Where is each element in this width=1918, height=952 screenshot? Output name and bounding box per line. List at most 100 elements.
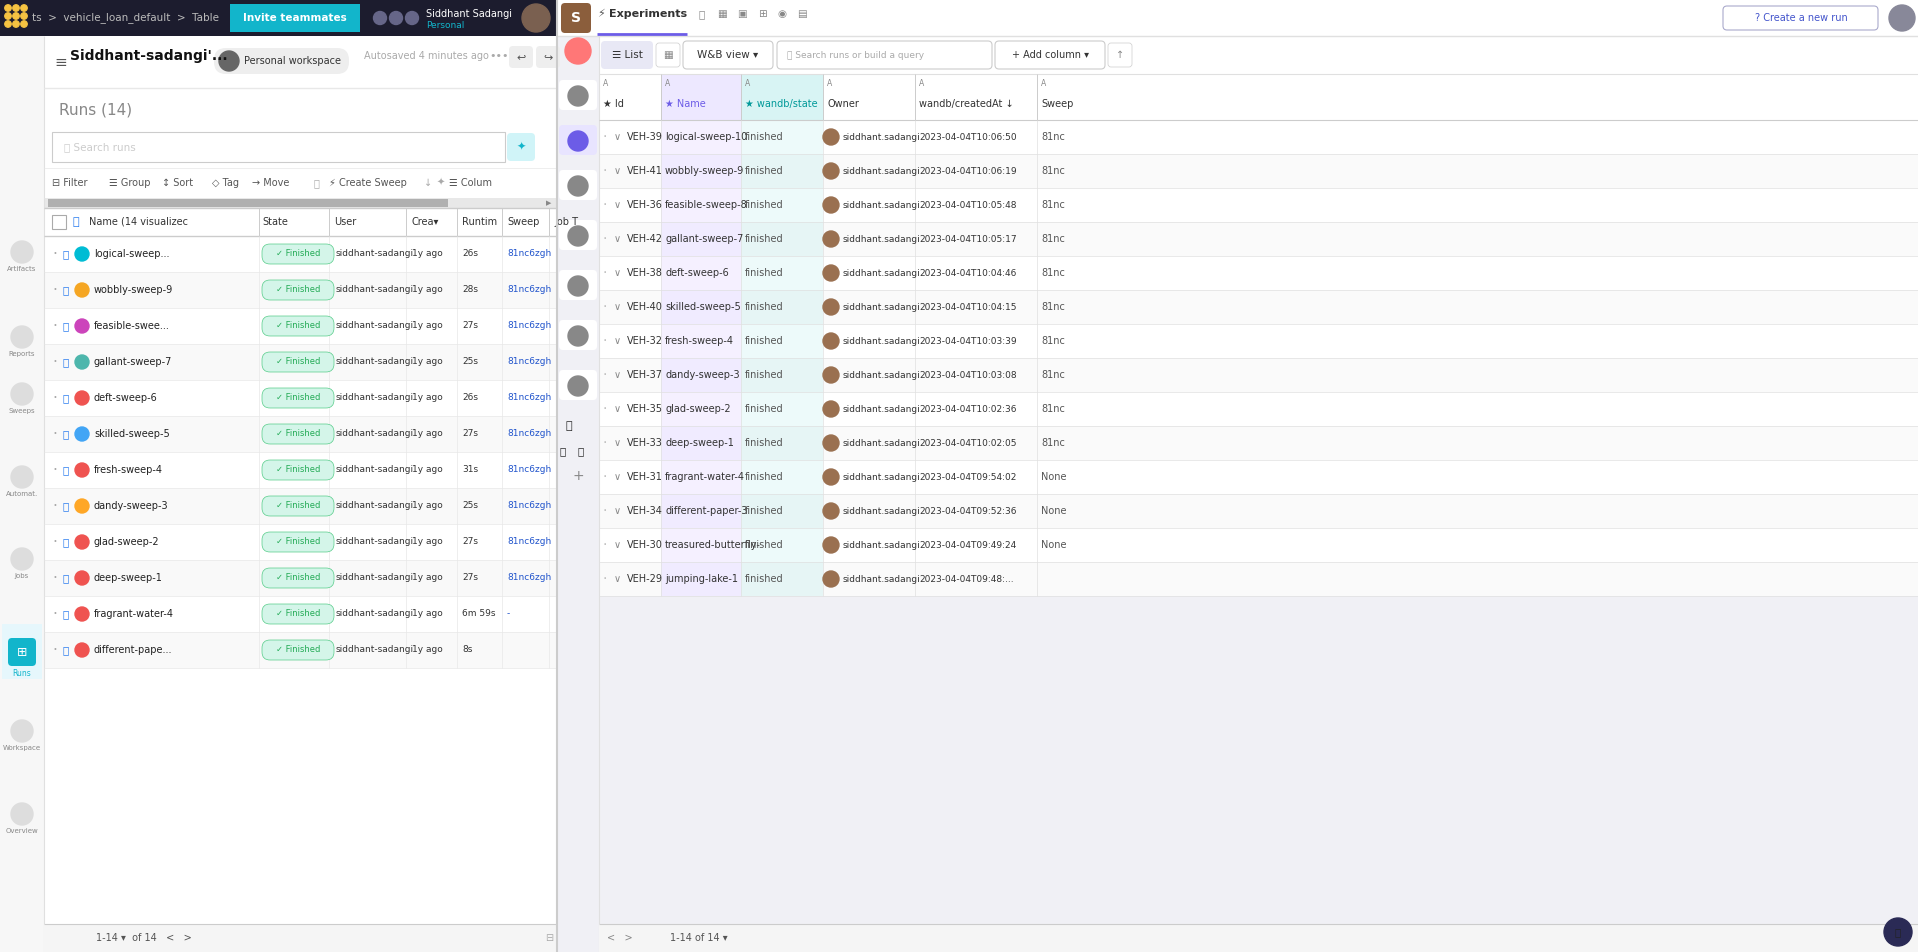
Text: siddhant-sadangi: siddhant-sadangi	[336, 573, 414, 583]
FancyBboxPatch shape	[263, 604, 334, 624]
Text: 👁: 👁	[63, 285, 69, 295]
Text: 🔍 Search runs or build a query: 🔍 Search runs or build a query	[786, 50, 924, 59]
Bar	[44, 452, 556, 488]
Text: ·: ·	[602, 572, 608, 586]
Text: siddhant.sadangi: siddhant.sadangi	[844, 574, 921, 584]
Text: siddhant.sadangi: siddhant.sadangi	[844, 439, 921, 447]
Text: ·: ·	[52, 390, 58, 406]
FancyBboxPatch shape	[777, 41, 992, 69]
Text: ▣: ▣	[737, 9, 746, 19]
Text: Personal: Personal	[426, 21, 464, 30]
Text: 1y ago: 1y ago	[412, 393, 443, 403]
Text: 2023-04-04T10:06:50: 2023-04-04T10:06:50	[919, 132, 1017, 142]
Text: ✓ Finished: ✓ Finished	[276, 358, 320, 367]
Bar	[44, 344, 556, 380]
Text: ▤: ▤	[798, 9, 807, 19]
Text: 🔍 Search runs: 🔍 Search runs	[63, 142, 136, 152]
FancyBboxPatch shape	[1722, 6, 1878, 30]
Text: ·: ·	[52, 354, 58, 369]
Text: ★ Name: ★ Name	[666, 99, 706, 109]
Text: 31s: 31s	[462, 466, 478, 474]
Bar	[0, 0, 556, 952]
Text: VEH-37: VEH-37	[627, 370, 664, 380]
Text: siddhant.sadangi: siddhant.sadangi	[844, 370, 921, 380]
Bar	[740, 562, 823, 596]
Bar	[740, 528, 823, 562]
Bar	[44, 272, 556, 308]
Text: 26s: 26s	[462, 393, 478, 403]
Bar	[556, 0, 1918, 36]
Circle shape	[823, 537, 838, 553]
Text: 👁: 👁	[63, 429, 69, 439]
Text: finished: finished	[744, 336, 784, 346]
Bar	[662, 358, 740, 392]
Text: 6m 59s: 6m 59s	[462, 609, 495, 619]
Text: None: None	[1041, 540, 1066, 550]
Text: Runs (14): Runs (14)	[59, 103, 132, 117]
FancyBboxPatch shape	[508, 46, 533, 68]
Text: skilled-sweep-5: skilled-sweep-5	[94, 429, 171, 439]
Bar	[2, 624, 42, 679]
Text: 25s: 25s	[462, 502, 478, 510]
Text: 81nc6zgh: 81nc6zgh	[506, 466, 550, 474]
Bar	[44, 208, 556, 236]
Circle shape	[568, 86, 589, 106]
Text: ·: ·	[52, 499, 58, 513]
Text: ▦: ▦	[717, 9, 727, 19]
Text: Jobs: Jobs	[15, 573, 29, 579]
FancyBboxPatch shape	[558, 320, 596, 350]
Bar	[598, 154, 1918, 188]
Text: gallant-sweep-7: gallant-sweep-7	[94, 357, 173, 367]
Text: VEH-39: VEH-39	[627, 132, 664, 142]
Text: Autosaved 4 minutes ago: Autosaved 4 minutes ago	[364, 51, 489, 61]
Bar	[740, 154, 823, 188]
Circle shape	[12, 548, 33, 570]
Circle shape	[823, 197, 838, 213]
Text: ∨: ∨	[614, 132, 621, 142]
Circle shape	[823, 299, 838, 315]
Text: siddhant.sadangi: siddhant.sadangi	[844, 167, 921, 175]
FancyBboxPatch shape	[558, 270, 596, 300]
Circle shape	[75, 319, 88, 333]
Text: siddhant.sadangi: siddhant.sadangi	[844, 405, 921, 413]
Circle shape	[21, 5, 27, 11]
Text: Automat.: Automat.	[6, 491, 38, 497]
Text: ⊞: ⊞	[758, 9, 767, 19]
Text: 👁: 👁	[73, 217, 79, 227]
Text: siddhant-sadangi: siddhant-sadangi	[336, 322, 414, 330]
Text: siddhant.sadangi: siddhant.sadangi	[844, 303, 921, 311]
Text: 27s: 27s	[462, 538, 478, 546]
Text: Workspace: Workspace	[4, 745, 40, 751]
Text: 8s: 8s	[462, 645, 472, 655]
Text: ↩: ↩	[516, 52, 526, 62]
Text: siddhant.sadangi: siddhant.sadangi	[844, 132, 921, 142]
Text: A: A	[744, 80, 750, 89]
Text: 81nc: 81nc	[1041, 336, 1064, 346]
Text: 👁: 👁	[63, 393, 69, 403]
FancyBboxPatch shape	[558, 125, 596, 155]
Text: ∨: ∨	[614, 506, 621, 516]
Bar	[662, 562, 740, 596]
FancyBboxPatch shape	[995, 41, 1105, 69]
FancyBboxPatch shape	[263, 568, 334, 588]
Bar	[740, 358, 823, 392]
Bar	[598, 222, 1918, 256]
Text: gallant-sweep-7: gallant-sweep-7	[666, 234, 744, 244]
Text: 2023-04-04T10:03:08: 2023-04-04T10:03:08	[919, 370, 1017, 380]
Text: VEH-40: VEH-40	[627, 302, 664, 312]
Text: None: None	[1041, 506, 1066, 516]
Bar	[598, 188, 1918, 222]
Text: siddhant-sadangi: siddhant-sadangi	[336, 502, 414, 510]
Text: ·: ·	[52, 643, 58, 658]
Text: 81nc: 81nc	[1041, 268, 1064, 278]
Text: fresh-sweep-4: fresh-sweep-4	[94, 465, 163, 475]
FancyBboxPatch shape	[263, 532, 334, 552]
Text: 28s: 28s	[462, 286, 478, 294]
Circle shape	[823, 367, 838, 383]
Text: A: A	[827, 80, 832, 89]
Text: 81nc6zgh: 81nc6zgh	[506, 393, 550, 403]
Bar	[662, 392, 740, 426]
Text: 81nc6zgh: 81nc6zgh	[506, 573, 550, 583]
Text: 👁: 👁	[63, 321, 69, 331]
Text: 👁: 👁	[63, 249, 69, 259]
